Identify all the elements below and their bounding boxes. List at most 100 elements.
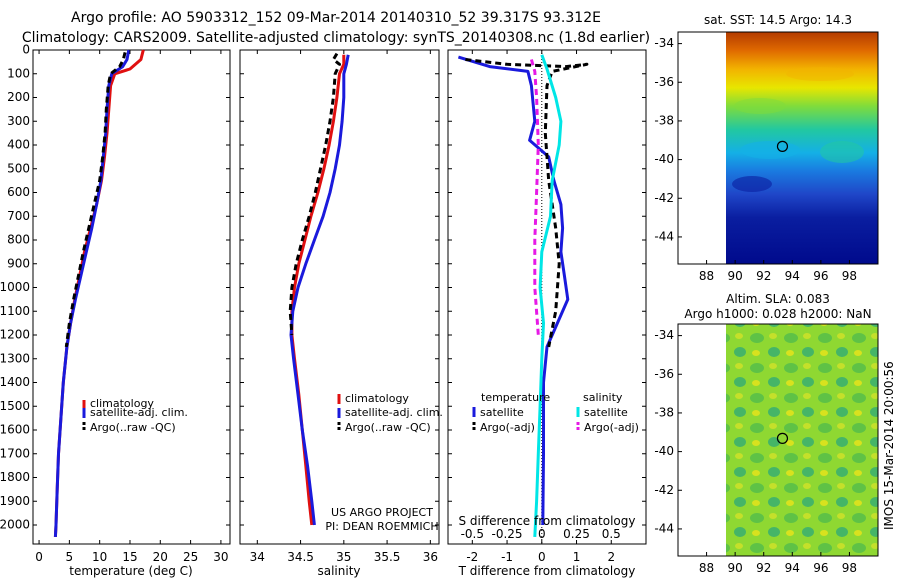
diff-legend-t-argo: Argo(-adj) bbox=[480, 421, 535, 434]
difference-panel: -2 -1 0 1 2 -0.5 -0.25 0 0.25 0.5 S difference f… bbox=[447, 49, 647, 578]
sst-field-texture bbox=[732, 67, 864, 192]
s-xtick-label: -0.5 bbox=[461, 527, 484, 541]
series-line-climatology bbox=[290, 54, 346, 526]
map-ytick-label: -40 bbox=[654, 444, 674, 458]
series-line-s-satellite bbox=[533, 54, 563, 537]
difference-lines bbox=[457, 54, 589, 537]
salinity-xlabel: salinity bbox=[317, 564, 360, 578]
salinity-legend: climatology satellite-adj. clim. Argo(..… bbox=[337, 392, 443, 434]
map-xtick-label: 88 bbox=[699, 269, 714, 283]
map-xtick-label: 96 bbox=[813, 561, 828, 575]
xtick-label: 34.5 bbox=[287, 550, 314, 564]
ytick-label: 1900 bbox=[0, 494, 30, 508]
difference-legend: temperature salinity satellite Argo(-adj… bbox=[472, 391, 639, 434]
sla-map-title-2: Argo h1000: 0.028 h2000: NaN bbox=[684, 307, 871, 321]
s-xtick-label: 0.25 bbox=[563, 527, 590, 541]
ytick-label: 1200 bbox=[0, 328, 30, 342]
ytick-label: 2000 bbox=[0, 518, 30, 532]
ytick-label: 1700 bbox=[0, 446, 30, 460]
xtick-label: 34 bbox=[250, 550, 265, 564]
series-line-argo-raw-qc- bbox=[288, 52, 341, 336]
xtick-label: 15 bbox=[122, 550, 137, 564]
temperature-lines bbox=[53, 49, 145, 537]
xtick-label: 35 bbox=[336, 550, 351, 564]
xtick-label: 20 bbox=[153, 550, 168, 564]
series-line-s-argo-adj- bbox=[529, 59, 540, 336]
s-xtick-label: -0.25 bbox=[492, 527, 523, 541]
map-ytick-label: -44 bbox=[654, 229, 674, 243]
map-xtick-label: 90 bbox=[728, 561, 743, 575]
sst-map-axes: 88 90 92 94 96 98 -34 -36 -38 -40 -42 -44 bbox=[654, 36, 857, 283]
sst-argo-marker bbox=[776, 140, 789, 152]
map-ytick-label: -36 bbox=[654, 75, 674, 89]
map-xtick-label: 98 bbox=[842, 561, 857, 575]
sst-map-frame bbox=[677, 31, 879, 265]
ytick-label: 300 bbox=[7, 114, 30, 128]
difference-frame bbox=[447, 49, 647, 545]
sal-legend-climatology: climatology bbox=[345, 392, 409, 405]
map-xtick-label: 94 bbox=[785, 561, 800, 575]
xtick-label: 25 bbox=[183, 550, 198, 564]
map-ytick-label: -38 bbox=[654, 113, 674, 127]
map-ytick-label: -42 bbox=[654, 483, 674, 497]
map-ytick-label: -34 bbox=[654, 328, 674, 342]
map-xtick-label: 88 bbox=[699, 561, 714, 575]
map-ytick-label: -40 bbox=[654, 152, 674, 166]
temperature-legend: climatology satellite-adj. clim. Argo(..… bbox=[82, 397, 188, 434]
map-xtick-label: 94 bbox=[785, 269, 800, 283]
title-line-2: Climatology: CARS2009. Satellite-adjuste… bbox=[22, 30, 650, 46]
sal-legend-satellite: satellite-adj. clim. bbox=[345, 406, 443, 419]
temperature-axes: 0 5 10 15 20 25 300100200300400500600700800900… bbox=[0, 43, 230, 564]
title-line-1: Argo profile: AO 5903312_152 09-Mar-2014… bbox=[71, 10, 601, 26]
s-difference-label: S difference from climatology bbox=[459, 514, 636, 528]
ytick-label: 1100 bbox=[0, 304, 30, 318]
temperature-frame bbox=[32, 49, 231, 545]
ytick-label: 0 bbox=[22, 43, 30, 57]
ytick-label: 100 bbox=[7, 66, 30, 80]
series-line-argo-raw-qc- bbox=[64, 52, 127, 348]
map-ytick-label: -36 bbox=[654, 367, 674, 381]
pi-annotation: PI: DEAN ROEMMICH bbox=[325, 520, 438, 533]
ytick-label: 900 bbox=[7, 256, 30, 270]
ytick-label: 1800 bbox=[0, 470, 30, 484]
xtick-label: -1 bbox=[501, 550, 513, 564]
sal-legend-argo: Argo(..raw -QC) bbox=[345, 421, 431, 434]
map-xtick-label: 92 bbox=[756, 269, 771, 283]
series-line-satellite-adj-clim- bbox=[289, 54, 350, 526]
salinity-panel: 34 34.5 35 35.5 36 salinity climatology sate… bbox=[239, 49, 443, 578]
ytick-label: 1400 bbox=[0, 375, 30, 389]
xtick-label: 0 bbox=[538, 550, 546, 564]
xtick-label: 2 bbox=[607, 550, 615, 564]
map-ytick-label: -34 bbox=[654, 36, 674, 50]
map-xtick-label: 98 bbox=[842, 269, 857, 283]
diff-legend-s-argo: Argo(-adj) bbox=[584, 421, 639, 434]
project-annotation: US ARGO PROJECT bbox=[331, 506, 433, 519]
ytick-label: 800 bbox=[7, 233, 30, 247]
ytick-label: 200 bbox=[7, 90, 30, 104]
map-xtick-label: 90 bbox=[728, 269, 743, 283]
sla-field bbox=[726, 324, 878, 556]
xtick-label: 35.5 bbox=[374, 550, 401, 564]
temp-legend-satellite: satellite-adj. clim. bbox=[90, 406, 188, 419]
xtick-label: 1 bbox=[573, 550, 581, 564]
ytick-label: 1000 bbox=[0, 280, 30, 294]
salinity-frame bbox=[239, 49, 440, 545]
sla-map-frame bbox=[677, 323, 879, 557]
diff-legend-t-satellite: satellite bbox=[480, 406, 524, 419]
series-line-satellite-adj-clim- bbox=[53, 49, 131, 537]
s-xtick-label: 0.5 bbox=[602, 527, 621, 541]
ytick-label: 1300 bbox=[0, 351, 30, 365]
salinity-difference-axis: -0.5 -0.25 0 0.25 0.5 bbox=[461, 527, 621, 541]
xtick-label: 5 bbox=[66, 550, 74, 564]
xtick-label: 36 bbox=[423, 550, 438, 564]
salinity-axes: 34 34.5 35 35.5 36 bbox=[240, 49, 439, 564]
xtick-label: 10 bbox=[92, 550, 107, 564]
temperature-xlabel: temperature (deg C) bbox=[69, 564, 192, 578]
series-line-t-argo-adj- bbox=[465, 58, 589, 348]
sst-map-panel: sat. SST: 14.5 Argo: 14.3 88 90 92 94 96 98 -3… bbox=[654, 13, 879, 283]
t-difference-label: T difference from climatology bbox=[458, 564, 636, 578]
xtick-label: 30 bbox=[213, 550, 228, 564]
sla-argo-marker bbox=[776, 432, 789, 444]
xtick-label: -2 bbox=[466, 550, 478, 564]
map-ytick-label: -44 bbox=[654, 521, 674, 535]
